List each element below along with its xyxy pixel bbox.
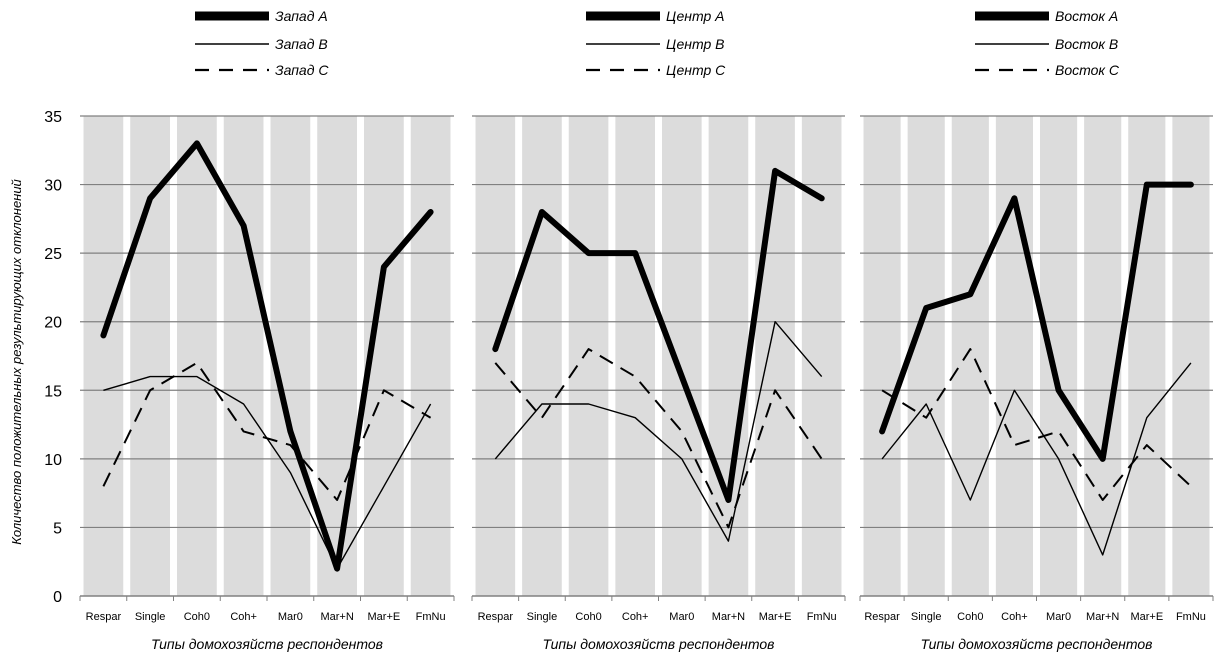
category-band [863, 116, 901, 596]
series-line-Центр-B [494, 321, 823, 542]
category-band [522, 116, 562, 596]
category-band [270, 116, 311, 596]
x-tick-label: Mar+N [1086, 611, 1119, 623]
x-axis-label: Типы домохозяйств респондентов [543, 636, 775, 652]
x-tick-label: Mar+E [368, 611, 401, 623]
x-tick-label: FmNu [1176, 611, 1206, 623]
x-axis-label: Типы домохозяйств респондентов [151, 636, 383, 652]
category-band [662, 116, 702, 596]
x-tick-label: Mar0 [278, 611, 303, 623]
x-tick-label: Mar+N [712, 611, 745, 623]
y-tick-label: 30 [44, 178, 62, 195]
legend-label: Центр A [666, 8, 725, 24]
category-band [708, 116, 749, 596]
category-band [475, 116, 516, 596]
y-tick-label: 10 [44, 452, 62, 469]
category-band [177, 116, 217, 596]
y-tick-label: 25 [44, 246, 62, 263]
series-line-Центр-C [494, 348, 823, 529]
x-tick-label: Mar0 [669, 611, 694, 623]
y-tick-label: 35 [44, 109, 62, 126]
category-band [1084, 116, 1122, 596]
legend-label: Восток C [1055, 62, 1120, 78]
category-band [907, 116, 945, 596]
x-tick-label: Coh+ [230, 611, 257, 623]
category-band [317, 116, 357, 596]
x-tick-label: FmNu [416, 611, 446, 623]
x-tick-label: Respar [86, 611, 122, 623]
x-axis-label: Типы домохозяйств респондентов [921, 636, 1153, 652]
x-tick-label: FmNu [807, 611, 837, 623]
legend-label: Запад B [275, 36, 328, 52]
category-band [410, 116, 451, 596]
x-tick-label: Mar+N [320, 611, 353, 623]
category-band [1172, 116, 1210, 596]
category-band [755, 116, 795, 596]
series-line-Центр-A [492, 167, 825, 503]
legend-label: Центр B [666, 36, 725, 52]
category-band [130, 116, 170, 596]
legend-label: Восток B [1055, 36, 1118, 52]
x-tick-label: Coh+ [622, 611, 649, 623]
y-tick-label: 20 [44, 315, 62, 332]
x-tick-label: Mar+E [1130, 611, 1163, 623]
category-band [951, 116, 989, 596]
x-tick-label: Mar+E [759, 611, 792, 623]
legend-label: Запад C [275, 62, 329, 78]
y-axis-label: Количество положительных результирующих … [9, 179, 24, 545]
x-tick-label: Mar0 [1046, 611, 1071, 623]
category-band [83, 116, 124, 596]
series-line-Запад-A [100, 140, 434, 572]
x-tick-label: Single [135, 611, 166, 623]
x-tick-label: Single [911, 611, 942, 623]
x-tick-label: Respar [864, 611, 900, 623]
category-band [568, 116, 609, 596]
legend-label: Центр C [666, 62, 726, 78]
y-tick-label: 5 [53, 520, 62, 537]
x-tick-label: Coh0 [957, 611, 983, 623]
series-line-Восток-B [881, 362, 1192, 556]
x-tick-label: Coh+ [1001, 611, 1028, 623]
x-tick-label: Coh0 [575, 611, 601, 623]
series-line-Восток-A [879, 181, 1194, 462]
x-tick-label: Respar [478, 611, 514, 623]
category-band [995, 116, 1033, 596]
y-tick-label: 0 [53, 589, 62, 606]
x-tick-label: Coh0 [184, 611, 210, 623]
category-band [223, 116, 264, 596]
legend-label: Восток A [1055, 8, 1118, 24]
x-tick-label: Single [527, 611, 558, 623]
y-tick-label: 15 [44, 383, 62, 400]
category-band [1040, 116, 1078, 596]
legend-label: Запад A [275, 8, 328, 24]
category-band [615, 116, 655, 596]
series-line-Запад-C [102, 361, 432, 501]
